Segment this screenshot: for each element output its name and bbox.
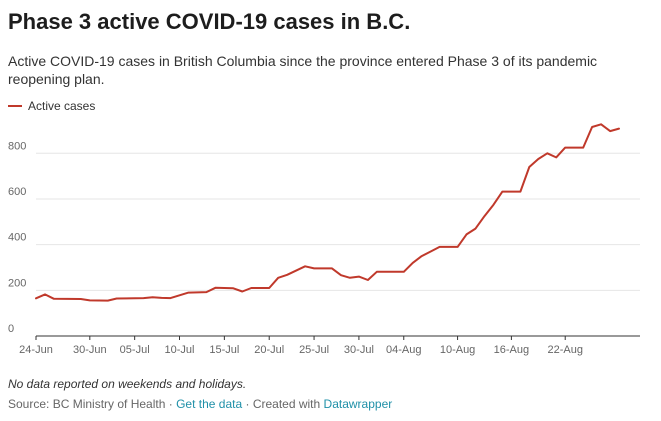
x-tick-label: 25-Jul: [299, 344, 329, 356]
legend-label: Active cases: [28, 99, 96, 113]
legend: Active cases: [8, 99, 95, 113]
y-tick-label: 0: [8, 323, 14, 335]
source-text: Source: BC Ministry of Health: [8, 397, 166, 411]
chart-note: No data reported on weekends and holiday…: [8, 377, 247, 391]
y-tick-label: 800: [8, 140, 26, 152]
x-tick-label: 20-Jul: [254, 344, 284, 356]
footer-separator: ·: [245, 397, 250, 411]
series-line-active-cases: [35, 123, 620, 302]
x-tick-label: 10-Aug: [440, 344, 475, 356]
x-tick-label: 04-Aug: [386, 344, 421, 356]
x-tick-label: 30-Jun: [73, 344, 107, 356]
x-tick-label: 05-Jul: [120, 344, 150, 356]
get-the-data-link[interactable]: Get the data: [176, 397, 243, 411]
y-tick-label: 200: [8, 277, 26, 289]
x-tick-label: 10-Jul: [165, 344, 195, 356]
legend-swatch: [8, 105, 22, 107]
chart-title: Phase 3 active COVID-19 cases in B.C.: [8, 9, 411, 34]
footer: Source: BC Ministry of Health · Get the …: [8, 397, 392, 411]
datawrapper-link[interactable]: Datawrapper: [323, 397, 393, 411]
line-chart: 0 200 400 600 800 24-Jun 30-Jun 05-Jul 10-Jul 15-…: [8, 123, 640, 356]
created-with-text: Created with: [252, 397, 321, 411]
x-tick-label: 15-Jul: [209, 344, 239, 356]
footer-separator: ·: [168, 397, 173, 411]
x-tick-label: 24-Jun: [19, 344, 53, 356]
x-tick-label: 30-Jul: [344, 344, 374, 356]
y-tick-label: 600: [8, 186, 26, 198]
x-tick-label: 22-Aug: [547, 344, 582, 356]
x-tick-label: 16-Aug: [494, 344, 529, 356]
y-tick-label: 400: [8, 232, 26, 244]
chart-subtitle: Active COVID-19 cases in British Columbi…: [8, 53, 598, 87]
